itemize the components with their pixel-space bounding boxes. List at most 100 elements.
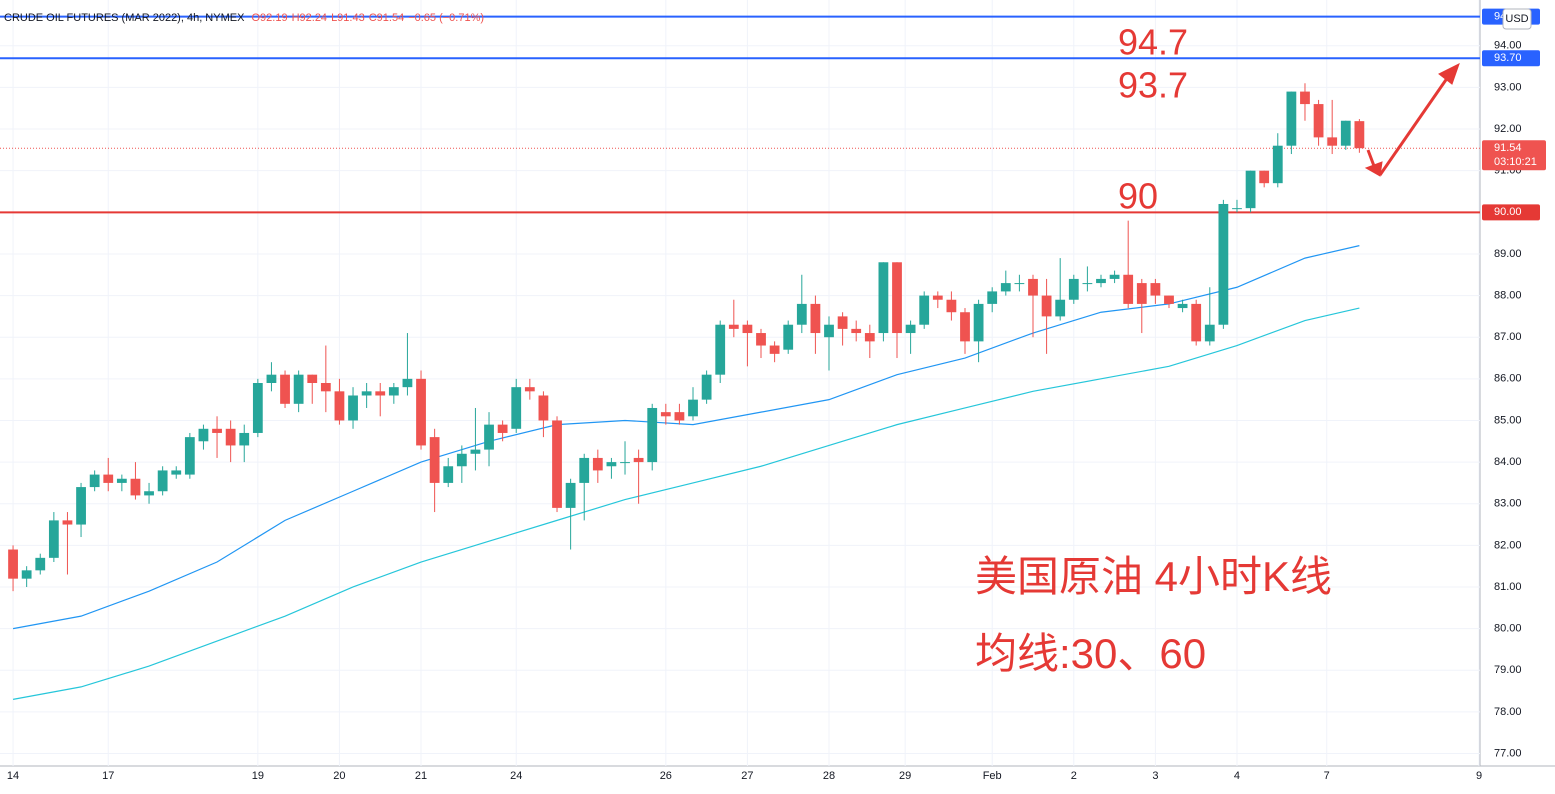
candle-body <box>348 395 358 421</box>
candle-body <box>1150 283 1161 296</box>
ohlc-value: O92.19 <box>251 12 288 24</box>
candle-body <box>1204 324 1215 342</box>
candle-body <box>198 428 209 442</box>
candle-body <box>538 395 549 421</box>
x-tick-label: 2 <box>1071 770 1077 782</box>
candle-body <box>620 462 630 464</box>
candle-body <box>1068 278 1079 300</box>
candle-body <box>184 437 195 475</box>
y-tick-label: 81.00 <box>1494 581 1522 593</box>
candle-body <box>307 374 318 383</box>
candle-body <box>21 570 32 579</box>
y-tick-label: 93.00 <box>1494 81 1522 93</box>
y-tick-label: 87.00 <box>1494 331 1522 343</box>
annotation: 美国原油 4小时K线 <box>975 553 1332 600</box>
candle-body <box>1041 295 1052 317</box>
candle-body <box>728 324 739 329</box>
candle-body <box>334 391 345 421</box>
y-tick-label: 83.00 <box>1494 498 1522 510</box>
candle-body <box>1286 91 1297 146</box>
candle-body <box>1164 295 1174 304</box>
symbol: CRUDE OIL FUTURES (MAR 2022), 4h, NYMEX <box>4 12 245 24</box>
price-label-box <box>1482 204 1540 221</box>
candle-body <box>266 374 277 383</box>
x-tick-label: 3 <box>1152 770 1158 782</box>
candle-body <box>973 303 984 342</box>
candle-body <box>742 324 753 334</box>
candle-body <box>116 478 127 483</box>
candle-body <box>8 549 18 579</box>
candle-body <box>76 487 86 525</box>
candle-body <box>864 333 875 342</box>
price-label: 90.00 <box>1494 206 1522 218</box>
annotation: 90 <box>1118 176 1158 217</box>
candle-body <box>579 457 590 483</box>
candle-body <box>1191 303 1202 342</box>
candle-body <box>416 378 426 446</box>
candle-body <box>565 482 576 508</box>
candle-body <box>606 462 617 467</box>
candle-body <box>62 520 73 525</box>
ohlc-value: C91.54 <box>368 12 405 24</box>
candle-body <box>1354 121 1365 149</box>
candle-body <box>212 428 222 433</box>
candle-body <box>851 328 862 334</box>
candle-body <box>1259 170 1270 184</box>
y-tick-label: 88.00 <box>1494 289 1522 301</box>
candle-body <box>157 470 168 492</box>
candle-body <box>48 520 59 558</box>
annotation: 均线:30、60 <box>975 630 1206 677</box>
x-tick-label: 21 <box>415 770 427 782</box>
plot: 77.00 78.00 79.00 80.00 81.00 82.00 83.00 84.00… <box>0 0 1546 782</box>
y-tick-label: 82.00 <box>1494 539 1522 551</box>
y-tick-label: 78.00 <box>1494 706 1522 718</box>
y-tick-label: 92.00 <box>1494 123 1522 135</box>
price-label-box <box>1482 50 1540 67</box>
x-tick-label: 19 <box>252 770 264 782</box>
candle-body <box>252 383 263 433</box>
candle-body <box>824 324 834 338</box>
candle-body <box>429 437 440 483</box>
candle-body <box>497 424 508 433</box>
candle-body <box>402 378 413 388</box>
candle-body <box>674 412 685 421</box>
candle-body <box>552 420 562 508</box>
moving-average <box>12 307 1360 700</box>
candle-body <box>1177 303 1188 309</box>
candle-body <box>1096 278 1106 284</box>
y-tick-label: 86.00 <box>1494 373 1522 385</box>
candle-body <box>524 387 535 392</box>
last-price-label: 91.54 <box>1494 142 1522 154</box>
y-tick-label: 79.00 <box>1494 664 1522 676</box>
y-tick-label: 80.00 <box>1494 623 1522 635</box>
candle-body <box>592 457 603 471</box>
candle-body <box>470 449 481 454</box>
candle-body <box>783 324 794 350</box>
candle-body <box>1028 278 1038 296</box>
candle-body <box>293 374 304 404</box>
candle-body <box>1055 299 1066 317</box>
candle-body <box>511 387 522 429</box>
candle-body <box>1232 208 1242 210</box>
candle-body <box>280 374 290 404</box>
y-tick-label: 89.00 <box>1494 248 1522 260</box>
x-tick-label: 14 <box>7 770 19 782</box>
arrow <box>1364 63 1460 177</box>
candle-body <box>946 299 957 313</box>
x-tick-label: 24 <box>510 770 522 782</box>
candle-body <box>878 262 889 334</box>
candle-body <box>892 262 902 334</box>
x-tick-label: 28 <box>823 770 835 782</box>
candle-body <box>1000 283 1011 292</box>
candle-body <box>688 399 698 417</box>
candle-body <box>960 312 970 342</box>
candle-body <box>443 466 454 483</box>
currency-label: USD <box>1505 13 1528 25</box>
y-tick-label: 85.00 <box>1494 414 1522 426</box>
candle-body <box>1300 91 1310 105</box>
candle-body <box>769 345 780 354</box>
last-price-box <box>1482 140 1546 171</box>
candle-body <box>388 387 399 396</box>
